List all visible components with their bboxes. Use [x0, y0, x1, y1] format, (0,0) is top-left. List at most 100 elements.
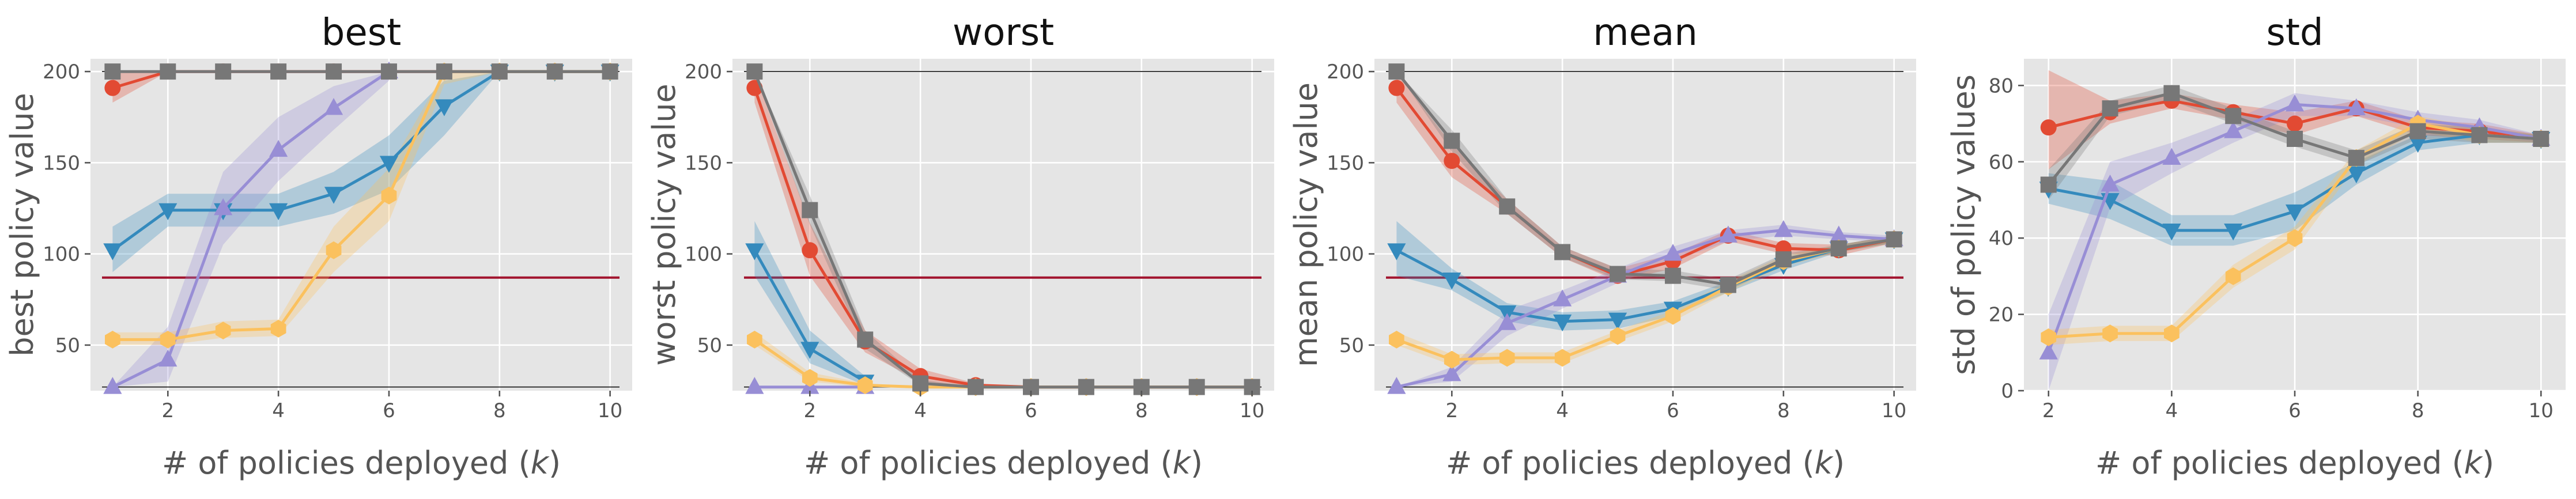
- data-point: [857, 331, 874, 348]
- x-tick-label: 2: [2042, 399, 2055, 422]
- plot-area: [732, 59, 1274, 391]
- data-point: [2285, 204, 2305, 222]
- data-point: [160, 63, 176, 80]
- y-axis-label: worst policy value: [646, 84, 682, 366]
- chart-panel-worst: 2 4 6 8 10 50 100 150 200 worst # of policies depl…: [646, 12, 1274, 481]
- chart-panel-std: 2 4 6 8 10 0 20 40 60 80 std # of policies deployed…: [1946, 12, 2566, 481]
- x-tick-label: 10: [1240, 399, 1264, 422]
- y-tick-label: 20: [1989, 304, 2014, 327]
- data-point: [1774, 220, 1793, 237]
- y-tick-label: 40: [1989, 227, 2014, 250]
- data-point: [746, 63, 763, 80]
- data-point: [1244, 379, 1260, 395]
- data-point: [214, 198, 233, 216]
- data-point: [326, 63, 342, 80]
- y-tick-label: 60: [1989, 151, 2014, 174]
- data-point: [1610, 266, 1626, 282]
- data-point: [1444, 350, 1460, 369]
- data-point: [1133, 379, 1150, 395]
- data-point: [1022, 379, 1039, 395]
- data-point: [2287, 229, 2303, 247]
- data-point: [2224, 121, 2243, 138]
- x-tick-label: 8: [1135, 399, 1148, 422]
- data-point: [1498, 313, 1517, 330]
- series-band: [2048, 131, 2541, 246]
- chart-title: worst: [953, 12, 1054, 54]
- data-point: [745, 377, 764, 394]
- x-tick-label: 10: [1882, 399, 1906, 422]
- data-point: [1720, 277, 1736, 293]
- data-point: [1388, 63, 1405, 80]
- data-point: [2287, 131, 2303, 148]
- data-point: [2347, 98, 2366, 115]
- data-point: [104, 80, 121, 96]
- data-point: [802, 369, 818, 387]
- y-tick-label: 150: [1327, 152, 1364, 175]
- y-tick-label: 50: [1339, 334, 1364, 357]
- series-band: [112, 71, 610, 273]
- data-point: [1387, 243, 1406, 260]
- data-point: [745, 243, 764, 260]
- y-tick-label: 100: [1327, 243, 1364, 266]
- data-point: [158, 203, 177, 221]
- y-axis-label: mean policy value: [1288, 82, 1324, 367]
- data-point: [2408, 135, 2427, 153]
- data-point: [324, 187, 343, 204]
- data-point: [2102, 100, 2118, 117]
- y-tick-label: 0: [2001, 380, 2014, 403]
- data-point: [2162, 224, 2181, 241]
- x-tick-label: 8: [1777, 399, 1790, 422]
- data-point: [215, 63, 232, 80]
- data-point: [105, 331, 120, 349]
- y-tick-label: 80: [1989, 74, 2014, 97]
- data-point: [1499, 198, 1516, 215]
- data-point: [2163, 85, 2180, 101]
- data-point: [2287, 115, 2303, 132]
- data-point: [1442, 273, 1461, 290]
- y-tick-label: 200: [1327, 61, 1364, 84]
- data-point: [1775, 251, 1792, 268]
- data-point: [160, 331, 176, 349]
- data-point: [103, 377, 122, 394]
- data-point: [269, 139, 288, 157]
- series-band: [112, 71, 610, 345]
- data-point: [1188, 379, 1205, 395]
- data-point: [2039, 342, 2058, 360]
- data-point: [1664, 267, 1681, 284]
- data-point: [2101, 174, 2120, 192]
- chart-panel-best: 2 4 6 8 10 50 100 150 200 best # of policies deplo…: [4, 12, 632, 481]
- x-tick-label: 4: [272, 399, 285, 422]
- x-tick-label: 2: [803, 399, 816, 422]
- data-point: [1554, 244, 1571, 260]
- data-point: [435, 99, 454, 116]
- data-point: [1444, 133, 1460, 149]
- data-point: [380, 63, 397, 80]
- chart-title: std: [2266, 12, 2323, 54]
- y-tick-label: 200: [43, 61, 80, 84]
- data-point: [381, 187, 397, 205]
- data-point: [1388, 80, 1405, 96]
- data-point: [270, 320, 286, 338]
- y-axis-label: std of policy values: [1946, 74, 1982, 375]
- series-band: [1396, 225, 1894, 387]
- chart-panel-mean: 2 4 6 8 10 50 100 150 200 mean # of policies deplo…: [1288, 12, 1916, 481]
- data-point: [326, 241, 342, 259]
- data-point: [2164, 324, 2180, 343]
- plot-area: [1374, 59, 1916, 391]
- series-line: [1395, 70, 1895, 286]
- data-point: [2224, 224, 2243, 241]
- data-point: [158, 349, 177, 367]
- data-point: [104, 63, 121, 80]
- data-point: [1608, 312, 1627, 330]
- data-point: [857, 376, 873, 394]
- data-point: [2040, 176, 2057, 193]
- data-point: [215, 322, 231, 339]
- x-axis-label: # of policies deployed (k): [804, 445, 1203, 481]
- y-tick-label: 200: [685, 61, 722, 84]
- data-point: [546, 63, 563, 80]
- x-tick-label: 8: [2412, 399, 2424, 422]
- data-point: [1078, 379, 1094, 395]
- chart-title: mean: [1593, 12, 1698, 54]
- data-point: [379, 156, 399, 173]
- data-point: [2471, 127, 2488, 143]
